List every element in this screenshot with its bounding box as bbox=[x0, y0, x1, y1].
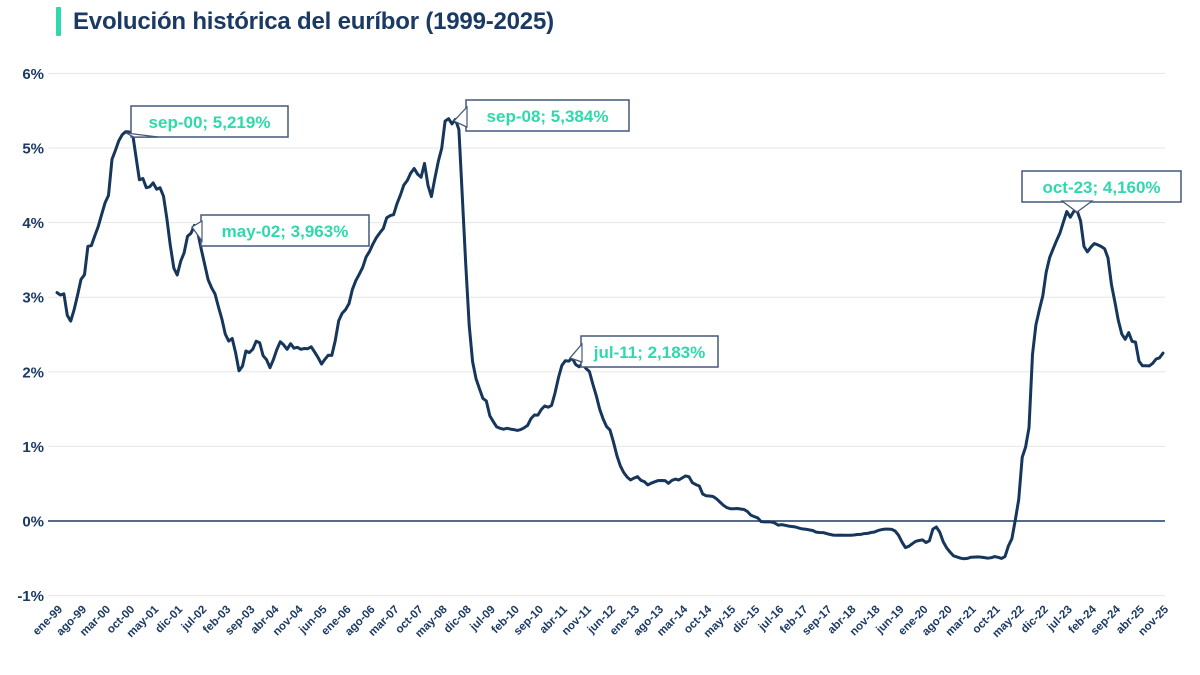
annotation-pointer bbox=[191, 219, 203, 243]
annotation-label: sep-00; 5,219% bbox=[149, 113, 271, 132]
y-tick-label: 3% bbox=[22, 290, 44, 307]
x-tick-label: dic-15 bbox=[730, 603, 762, 635]
annotation-callout: jul-11; 2,183% bbox=[568, 335, 719, 368]
annotation-callout: sep-08; 5,384% bbox=[452, 99, 630, 132]
annotation-label: sep-08; 5,384% bbox=[487, 107, 609, 126]
annotation-box bbox=[130, 105, 289, 138]
annotation-callout: oct-23; 4,160% bbox=[1021, 170, 1182, 213]
y-tick-label: 0% bbox=[22, 514, 44, 531]
y-tick-label: 5% bbox=[22, 141, 44, 158]
annotation-callout: sep-00; 5,219% bbox=[125, 105, 289, 138]
x-tick-label: dic-22 bbox=[1019, 604, 1051, 636]
annotation-label: may-02; 3,963% bbox=[222, 222, 349, 241]
annotation-pointer bbox=[1060, 200, 1094, 213]
page-title: Evolución histórica del euríbor (1999-20… bbox=[73, 7, 554, 35]
y-tick-label: 4% bbox=[22, 215, 44, 232]
annotation-pointer bbox=[568, 342, 583, 363]
euribor-line bbox=[55, 117, 1165, 561]
y-tick-label: 6% bbox=[22, 66, 44, 83]
title-accent-bar bbox=[56, 7, 61, 36]
annotation-label: oct-23; 4,160% bbox=[1042, 178, 1160, 197]
y-tick-label: -1% bbox=[17, 588, 44, 605]
annotation-callout: may-02; 3,963% bbox=[191, 214, 370, 247]
annotation-pointer bbox=[125, 132, 159, 138]
y-tick-label: 1% bbox=[22, 439, 44, 456]
annotation-box bbox=[580, 335, 719, 368]
y-tick-label: 2% bbox=[22, 364, 44, 381]
chart-header: Evolución histórica del euríbor (1999-20… bbox=[56, 7, 554, 36]
annotation-pointer bbox=[452, 105, 468, 128]
x-tick-label: dic-08 bbox=[442, 603, 474, 635]
annotation-label: jul-11; 2,183% bbox=[593, 343, 706, 362]
x-tick-label: dic-01 bbox=[153, 603, 185, 635]
annotation-box bbox=[1021, 170, 1182, 203]
